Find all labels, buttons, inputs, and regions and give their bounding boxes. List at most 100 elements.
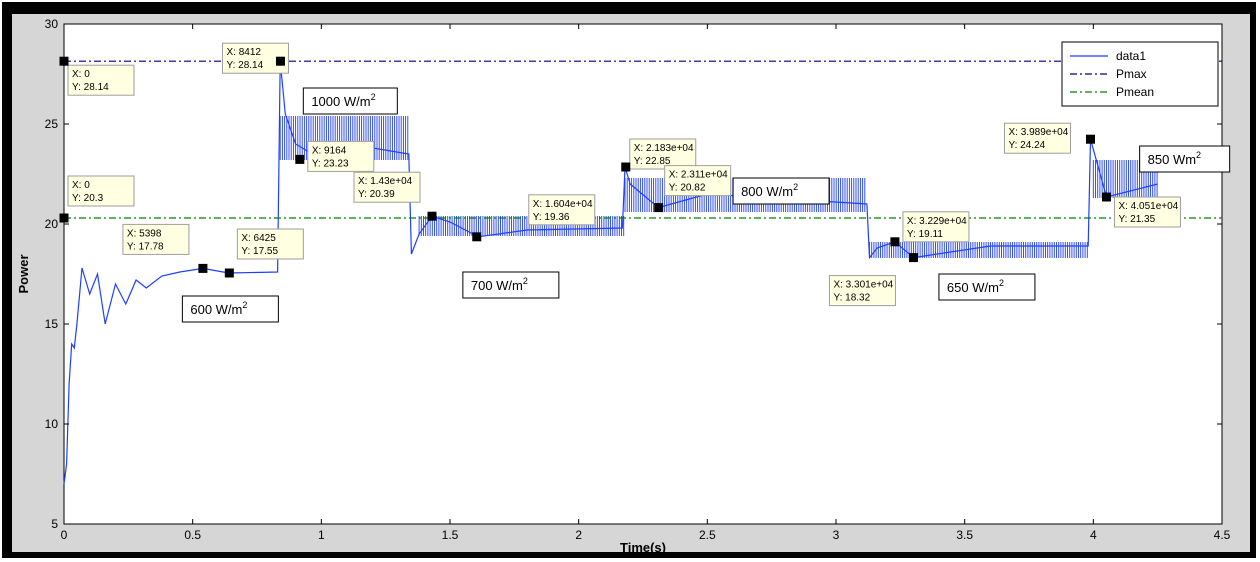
datatip-marker: [59, 213, 69, 223]
irradiance-label-text: 1000 W/m2: [311, 92, 375, 109]
datatip-x: X: 0: [72, 180, 90, 191]
x-tick-label: 2.5: [699, 528, 716, 542]
irradiance-label: 700 W/m2: [462, 271, 560, 299]
datatip-y: Y: 21.35: [1118, 214, 1155, 225]
datatip-x: X: 1.604e+04: [533, 199, 593, 210]
datatip-y: Y: 20.39: [358, 189, 395, 200]
legend-entry-pmean: Pmean: [1116, 85, 1154, 99]
datatip-box: [664, 165, 732, 197]
datatip-box: [67, 175, 135, 207]
datatip-y: Y: 20.82: [669, 183, 706, 194]
irradiance-label-box: [462, 271, 560, 299]
datatip-x: X: 4.051e+04: [1118, 201, 1178, 212]
y-tick-label: 25: [45, 117, 59, 131]
datatip-x: X: 5398: [127, 228, 162, 239]
datatip: X: 9164 Y: 23.23: [295, 140, 375, 172]
annotations-layer: 1000 W/m2 600 W/m2 700 W/m2 800 W/m2 650 W/m…: [181, 87, 1231, 323]
datatip-marker: [295, 154, 305, 164]
datatip: X: 1.604e+04 Y: 19.36: [472, 194, 596, 242]
datatip-marker: [621, 162, 631, 172]
x-tick-label: 1.5: [442, 528, 459, 542]
datatip-x: X: 8412: [226, 47, 261, 58]
x-tick-label: 1: [318, 528, 325, 542]
datatip: X: 2.311e+04 Y: 20.82: [654, 165, 732, 213]
legend-entry-pmax: Pmax: [1116, 67, 1147, 81]
datatip-x: X: 3.229e+04: [907, 216, 967, 227]
datatip-x: X: 2.311e+04: [669, 170, 728, 181]
datatip-marker: [908, 253, 918, 263]
y-tick-label: 10: [45, 417, 59, 431]
datatip-x: X: 9164: [312, 145, 347, 156]
datatip-x: X: 3.301e+04: [833, 280, 893, 291]
datatip-y: Y: 23.23: [312, 158, 349, 169]
datatip-x: X: 0: [72, 69, 90, 80]
irradiance-label-text: 800 W/m2: [741, 182, 798, 199]
oscillation-band: [418, 216, 625, 236]
datatip-box: [1113, 196, 1181, 228]
irradiance-label-box: [1139, 145, 1231, 173]
datatip-x: X: 1.43e+04: [358, 176, 413, 187]
y-axis-label: Power: [16, 254, 31, 293]
datatip-box: [67, 64, 135, 96]
datatip-y: Y: 24.24: [1009, 140, 1046, 151]
datatip-marker: [1101, 192, 1111, 202]
datatip: X: 3.989e+04 Y: 24.24: [1004, 122, 1096, 154]
datatip-y: Y: 28.14: [226, 60, 263, 71]
x-axis-label: Time(s): [620, 540, 666, 552]
irradiance-label: 650 W/m2: [938, 273, 1036, 301]
datatip: X: 3.301e+04 Y: 18.32: [828, 253, 918, 307]
x-tick-label: 3.5: [956, 528, 973, 542]
datatip-y: Y: 17.55: [241, 246, 278, 257]
datatip-marker: [59, 56, 69, 66]
datatip-x: X: 3.989e+04: [1009, 127, 1069, 138]
datatip: X: 0 Y: 20.3: [59, 175, 135, 223]
y-tick-label: 20: [45, 217, 59, 231]
power-time-chart: 0 0.5 1 1.5 2 2.5 3 3.5 4 4.5 5 10 15 20 25 30 data1 Pma…: [16, 17, 1231, 552]
irradiance-label-text: 700 W/m2: [471, 276, 528, 293]
irradiance-label: 800 W/m2: [732, 177, 830, 205]
x-tick-label: 0.5: [184, 528, 201, 542]
irradiance-label: 1000 W/m2: [302, 87, 398, 115]
irradiance-label-box: [732, 177, 830, 205]
datatip: X: 0 Y: 28.14: [59, 56, 135, 96]
x-tick-label: 3: [833, 528, 840, 542]
datatip-marker: [1086, 134, 1096, 144]
y-tick-label: 30: [45, 17, 59, 31]
datatip-y: Y: 18.32: [833, 293, 870, 304]
datatip: X: 2.183e+04 Y: 22.85: [621, 138, 697, 172]
datatip-marker: [198, 263, 208, 273]
datatip-y: Y: 17.78: [127, 241, 164, 252]
irradiance-label: 850 Wm2: [1139, 145, 1231, 173]
datatip-y: Y: 19.11: [907, 229, 943, 240]
datatip-marker: [275, 56, 285, 66]
datatip-marker: [224, 268, 234, 278]
irradiance-label-box: [302, 87, 398, 115]
x-tick-label: 0: [61, 528, 68, 542]
datatip-box: [629, 138, 697, 170]
datatip-y: Y: 28.14: [72, 82, 109, 93]
y-tick-label: 5: [51, 517, 58, 531]
axes-layer: 0 0.5 1 1.5 2 2.5 3 3.5 4 4.5 5 10 15 20 25 30: [45, 17, 1231, 542]
datatip-x: X: 6425: [241, 233, 276, 244]
irradiance-label-text: 850 Wm2: [1148, 150, 1201, 167]
oscillation-band: [1092, 160, 1158, 198]
datatip: X: 4.051e+04 Y: 21.35: [1101, 192, 1181, 228]
datatip-box: [1004, 122, 1072, 154]
datatip-marker: [427, 211, 437, 221]
datatip-box: [828, 275, 896, 307]
datatip-y: Y: 19.36: [533, 212, 570, 223]
x-tick-label: 4: [1090, 528, 1097, 542]
legend: data1 Pmax Pmean: [1061, 41, 1219, 107]
datatip-box: [353, 171, 421, 203]
datatip-y: Y: 22.85: [634, 156, 671, 167]
plot-area: [63, 23, 1223, 525]
datatip-box: [902, 211, 970, 243]
irradiance-label-box: [938, 273, 1036, 301]
datatip-marker: [890, 237, 900, 247]
datatip: X: 3.229e+04 Y: 19.11: [890, 211, 970, 247]
datatip-x: X: 2.183e+04: [634, 143, 694, 154]
datatip: X: 1.43e+04 Y: 20.39: [353, 171, 437, 221]
datatip: X: 6425 Y: 17.55: [224, 228, 304, 278]
